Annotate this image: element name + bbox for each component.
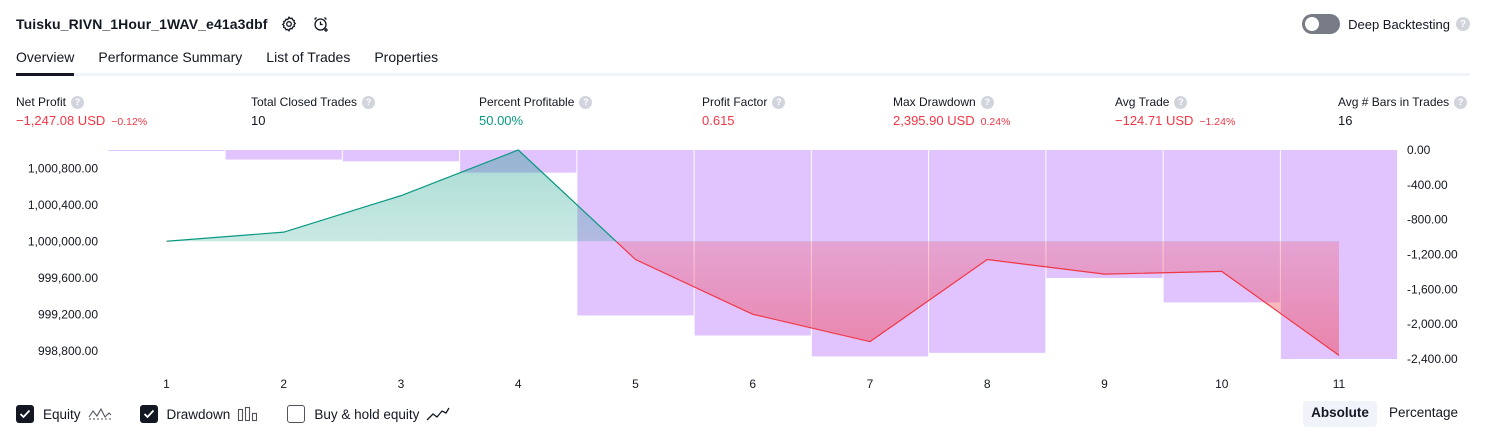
report-tabs: Overview Performance Summary List of Tra… bbox=[16, 44, 1470, 76]
legend-drawdown[interactable]: Drawdown bbox=[139, 405, 260, 423]
x-axis-tick: 1 bbox=[163, 377, 170, 391]
drawdown-bar bbox=[225, 150, 342, 160]
tab-performance-summary[interactable]: Performance Summary bbox=[98, 49, 243, 65]
right-axis: 0.00 -400.00 -800.00 -1,200.00 -1,600.00 -2,0… bbox=[1407, 143, 1458, 366]
right-axis-tick: -2,000.00 bbox=[1407, 317, 1458, 331]
value-mode-switch: Absolute Percentage bbox=[1299, 401, 1466, 427]
legend-equity[interactable]: Equity bbox=[16, 405, 112, 423]
right-axis-tick: -400.00 bbox=[1407, 178, 1448, 192]
tab-overview[interactable]: Overview bbox=[16, 44, 75, 76]
help-icon[interactable]: ? bbox=[362, 95, 376, 109]
drawdown-checkbox[interactable] bbox=[139, 405, 158, 423]
metric-percent: −0.12% bbox=[111, 116, 148, 128]
absolute-button[interactable]: Absolute bbox=[1303, 401, 1377, 427]
metric-total-closed-trades: Total Closed Trades? 10 bbox=[251, 94, 376, 128]
buy-hold-checkbox[interactable] bbox=[287, 405, 306, 423]
x-axis: 1 2 3 4 5 6 7 8 9 10 11 bbox=[163, 377, 1345, 391]
drawdown-bar bbox=[108, 150, 225, 151]
left-axis-tick: 999,600.00 bbox=[38, 271, 98, 285]
left-axis-tick: 999,200.00 bbox=[38, 307, 98, 321]
metric-value: 0.615 bbox=[702, 113, 735, 128]
x-axis-tick: 10 bbox=[1215, 377, 1229, 391]
equity-line-icon bbox=[88, 406, 112, 422]
metric-value: −124.71 USD bbox=[1115, 113, 1194, 128]
metric-percent: −1.24% bbox=[1199, 116, 1236, 128]
x-axis-tick: 9 bbox=[1101, 377, 1108, 391]
metric-value: −1,247.08 USD bbox=[16, 113, 106, 128]
help-icon[interactable]: ? bbox=[1456, 17, 1470, 31]
x-axis-tick: 7 bbox=[867, 377, 874, 391]
right-axis-tick: -1,200.00 bbox=[1407, 248, 1458, 262]
x-axis-tick: 4 bbox=[515, 377, 522, 391]
right-axis-tick: -2,400.00 bbox=[1407, 352, 1458, 366]
legend-label: Buy & hold equity bbox=[314, 406, 420, 422]
x-axis-tick: 8 bbox=[984, 377, 991, 391]
x-axis-tick: 5 bbox=[632, 377, 639, 391]
tab-list-of-trades[interactable]: List of Trades bbox=[266, 49, 351, 65]
metric-value: 50.00% bbox=[479, 113, 524, 128]
right-axis-tick: -800.00 bbox=[1407, 213, 1448, 227]
metric-label: Avg # Bars in Trades bbox=[1338, 95, 1450, 109]
strategy-header: Tuisku_RIVN_1Hour_1WAV_e41a3dbf bbox=[16, 12, 332, 36]
help-icon[interactable]: ? bbox=[579, 95, 593, 109]
deep-backtesting-control: Deep Backtesting ? bbox=[1302, 13, 1470, 35]
percentage-button[interactable]: Percentage bbox=[1388, 405, 1458, 420]
buy-hold-line-icon bbox=[426, 406, 450, 422]
metric-profit-factor: Profit Factor? 0.615 bbox=[702, 94, 786, 128]
left-axis-tick: 1,000,400.00 bbox=[28, 198, 98, 212]
metric-avg-trade: Avg Trade? −124.71 USD −1.24% bbox=[1115, 94, 1235, 128]
tab-properties[interactable]: Properties bbox=[374, 49, 439, 65]
legend-buy-hold[interactable]: Buy & hold equity bbox=[287, 405, 450, 423]
deep-backtesting-label: Deep Backtesting bbox=[1348, 16, 1450, 32]
equity-line-positive bbox=[166, 149, 618, 242]
equity-area-negative bbox=[616, 241, 1339, 356]
strategy-title: Tuisku_RIVN_1Hour_1WAV_e41a3dbf bbox=[16, 16, 268, 32]
x-axis-tick: 3 bbox=[398, 377, 405, 391]
deep-backtesting-toggle[interactable] bbox=[1302, 14, 1341, 34]
metric-label: Max Drawdown bbox=[893, 95, 976, 109]
left-axis-tick: 998,800.00 bbox=[38, 344, 98, 358]
drawdown-bar bbox=[342, 150, 460, 162]
metric-label: Avg Trade bbox=[1115, 95, 1170, 109]
metric-label: Profit Factor bbox=[702, 95, 768, 109]
right-axis-tick: 0.00 bbox=[1407, 143, 1431, 157]
toggle-knob bbox=[1305, 17, 1320, 31]
x-axis-tick: 11 bbox=[1333, 377, 1346, 391]
x-axis-tick: 2 bbox=[280, 377, 287, 391]
metric-max-drawdown: Max Drawdown? 2,395.90 USD 0.24% bbox=[893, 94, 1010, 128]
chart-legend: Equity Drawdown Buy & hold equity bbox=[16, 404, 478, 424]
metric-value: 2,395.90 USD bbox=[893, 113, 975, 128]
add-alert-icon[interactable] bbox=[310, 13, 332, 35]
metric-value: 16 bbox=[1338, 113, 1353, 128]
equity-drawdown-chart: 1,000,800.00 1,000,400.00 1,000,000.00 999,… bbox=[28, 143, 1458, 391]
left-axis-tick: 1,000,800.00 bbox=[28, 161, 98, 175]
metric-label: Total Closed Trades bbox=[251, 95, 358, 109]
legend-label: Drawdown bbox=[166, 406, 231, 422]
metric-avg-bars-in-trades: Avg # Bars in Trades? 16 bbox=[1338, 94, 1468, 128]
help-icon[interactable]: ? bbox=[980, 95, 994, 109]
x-axis-tick: 6 bbox=[749, 377, 756, 391]
left-axis-tick: 1,000,000.00 bbox=[28, 234, 98, 248]
metric-percent-profitable: Percent Profitable? 50.00% bbox=[479, 94, 593, 128]
help-icon[interactable]: ? bbox=[772, 95, 786, 109]
drawdown-bars-icon bbox=[237, 406, 259, 422]
equity-line-negative bbox=[166, 241, 1340, 356]
equity-checkbox[interactable] bbox=[16, 405, 34, 423]
metric-net-profit: Net Profit? −1,247.08 USD −0.12% bbox=[16, 94, 147, 128]
legend-label: Equity bbox=[43, 406, 81, 422]
metric-percent: 0.24% bbox=[980, 116, 1011, 128]
help-icon[interactable]: ? bbox=[1454, 95, 1468, 109]
settings-icon[interactable] bbox=[278, 13, 300, 35]
metric-label: Net Profit bbox=[16, 95, 67, 109]
left-axis: 1,000,800.00 1,000,400.00 1,000,000.00 999,… bbox=[28, 161, 98, 358]
metric-label: Percent Profitable bbox=[479, 95, 575, 109]
help-icon[interactable]: ? bbox=[1174, 95, 1188, 109]
help-icon[interactable]: ? bbox=[71, 95, 85, 109]
equity-line bbox=[166, 149, 1340, 356]
right-axis-tick: -1,600.00 bbox=[1407, 282, 1458, 296]
metrics-row: Net Profit? −1,247.08 USD −0.12% Total Cl… bbox=[0, 94, 1486, 134]
metric-value: 10 bbox=[251, 113, 266, 128]
